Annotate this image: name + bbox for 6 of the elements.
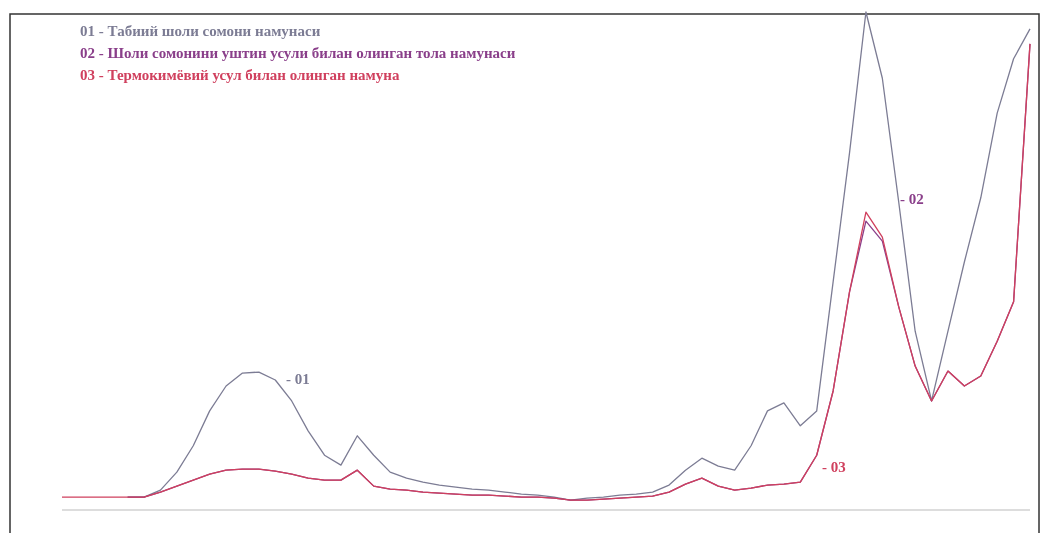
- text: 01 - Табиий шоли сомони намунаси: [80, 23, 321, 39]
- annotation: - 01: [286, 371, 310, 387]
- text: 02 - Шоли сомонини уштин усули билан олинган тола намунаси: [80, 45, 516, 61]
- annotation: - 03: [822, 459, 846, 475]
- text: 03 - Термокимёвий усул билан олинган намуна: [80, 67, 400, 83]
- annotation: - 02: [900, 191, 924, 207]
